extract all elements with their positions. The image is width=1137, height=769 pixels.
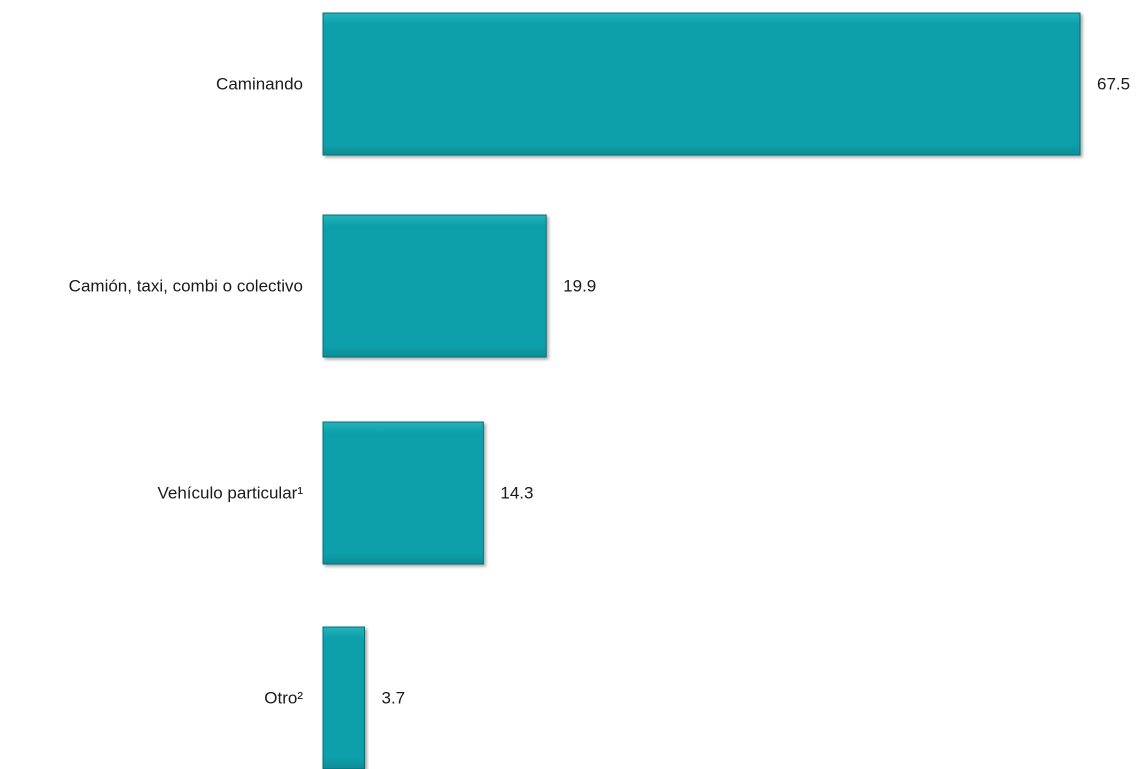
bar-otro xyxy=(322,626,365,769)
category-label-caminando: Caminando xyxy=(216,75,303,94)
category-label-otro: Otro² xyxy=(264,689,303,708)
bar-caminando xyxy=(322,12,1081,156)
category-label-vehi-culo-particular: Vehículo particular¹ xyxy=(157,484,303,503)
bar-vehi-culo-particular xyxy=(322,421,484,565)
value-label-vehi-culo-particular: 14.3 xyxy=(500,484,533,503)
category-label-camio-n-taxi-combi-o-colectivo: Camión, taxi, combi o colectivo xyxy=(69,277,303,296)
value-labels-layer: 67.5 19.9 14.3 3.7 xyxy=(381,75,1130,708)
category-labels-layer: Caminando Camión, taxi, combi o colectivo… xyxy=(69,75,304,708)
bar-camio-n-taxi-combi-o-colectivo xyxy=(322,214,547,358)
bars-layer xyxy=(322,12,1081,769)
value-label-camio-n-taxi-combi-o-colectivo: 19.9 xyxy=(563,277,596,296)
value-label-otro: 3.7 xyxy=(381,689,405,708)
value-label-caminando: 67.5 xyxy=(1097,75,1130,94)
